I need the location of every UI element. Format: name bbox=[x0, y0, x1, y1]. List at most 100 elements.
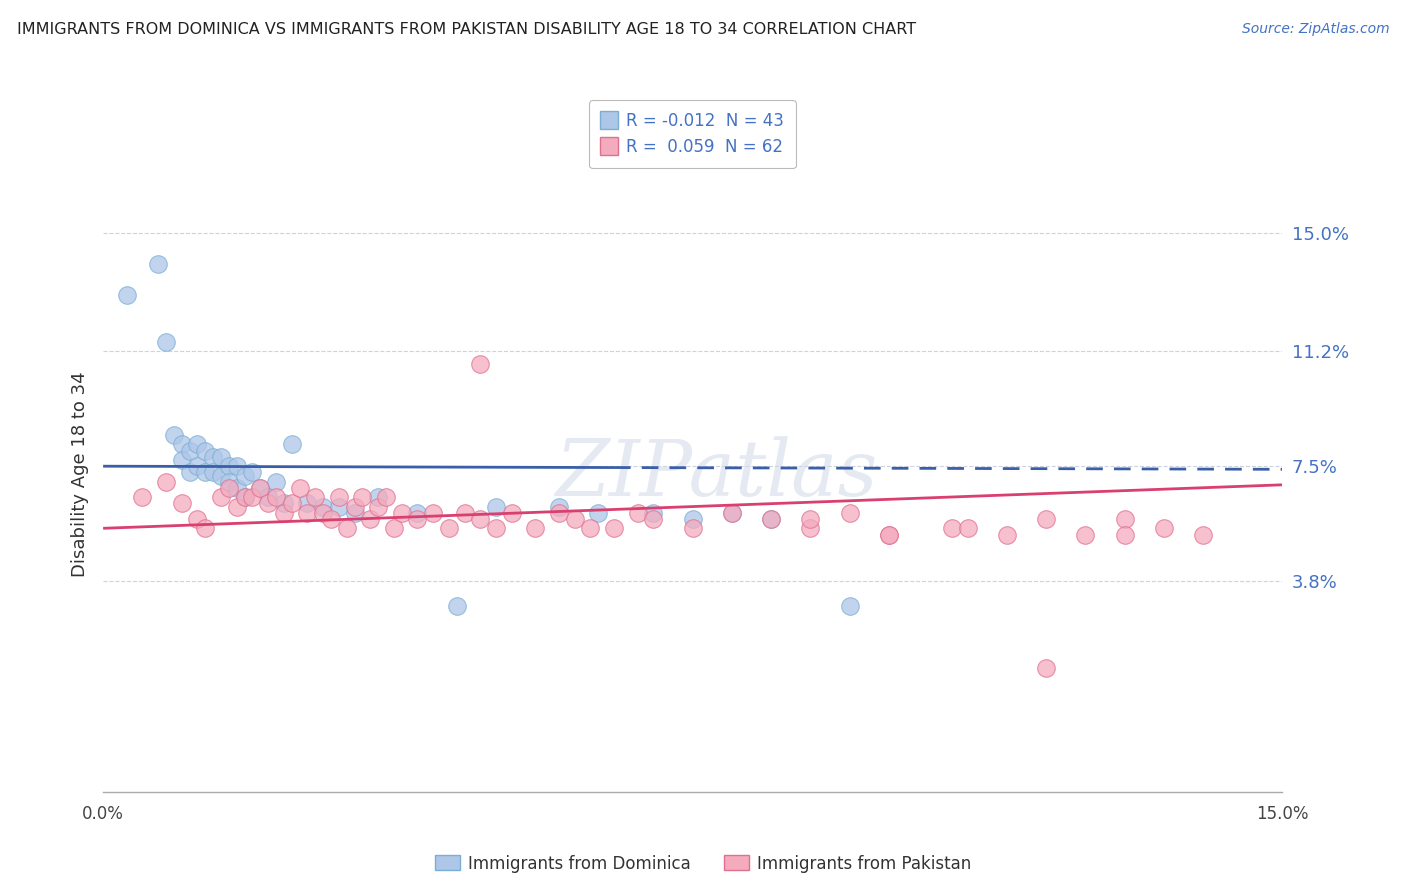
Point bbox=[1114, 527, 1136, 541]
Point bbox=[225, 481, 247, 495]
Point bbox=[799, 521, 821, 535]
Point bbox=[643, 506, 665, 520]
Point bbox=[288, 481, 311, 495]
Point bbox=[304, 490, 326, 504]
Point bbox=[838, 506, 860, 520]
Point bbox=[186, 437, 208, 451]
Point bbox=[155, 334, 177, 349]
Point bbox=[548, 506, 571, 520]
Point bbox=[218, 481, 240, 495]
Point bbox=[225, 500, 247, 514]
Point bbox=[470, 512, 492, 526]
Point bbox=[170, 453, 193, 467]
Y-axis label: Disability Age 18 to 34: Disability Age 18 to 34 bbox=[72, 371, 89, 577]
Text: ZIPatlas: ZIPatlas bbox=[555, 436, 877, 512]
Point bbox=[838, 599, 860, 613]
Point bbox=[367, 490, 389, 504]
Point bbox=[186, 459, 208, 474]
Point bbox=[579, 521, 602, 535]
Point bbox=[406, 512, 429, 526]
Point bbox=[146, 257, 169, 271]
Point bbox=[548, 500, 571, 514]
Point bbox=[194, 521, 217, 535]
Point bbox=[643, 512, 665, 526]
Point bbox=[319, 512, 342, 526]
Point bbox=[586, 506, 609, 520]
Text: Source: ZipAtlas.com: Source: ZipAtlas.com bbox=[1241, 22, 1389, 37]
Point bbox=[257, 496, 280, 510]
Point bbox=[453, 506, 475, 520]
Point bbox=[209, 450, 232, 464]
Point bbox=[375, 490, 398, 504]
Point bbox=[233, 468, 256, 483]
Point bbox=[406, 506, 429, 520]
Point bbox=[759, 512, 782, 526]
Point bbox=[1192, 527, 1215, 541]
Point bbox=[1074, 527, 1097, 541]
Point bbox=[759, 512, 782, 526]
Point bbox=[273, 496, 295, 510]
Point bbox=[242, 466, 264, 480]
Point bbox=[264, 490, 287, 504]
Point bbox=[218, 475, 240, 489]
Point bbox=[218, 459, 240, 474]
Point bbox=[336, 521, 359, 535]
Point bbox=[352, 490, 374, 504]
Point bbox=[995, 527, 1018, 541]
Point bbox=[956, 521, 979, 535]
Point bbox=[242, 490, 264, 504]
Point bbox=[170, 496, 193, 510]
Point bbox=[257, 490, 280, 504]
Point bbox=[382, 521, 405, 535]
Point bbox=[603, 521, 626, 535]
Point bbox=[485, 500, 508, 514]
Point bbox=[391, 506, 413, 520]
Point bbox=[1153, 521, 1175, 535]
Point bbox=[877, 527, 900, 541]
Point bbox=[501, 506, 523, 520]
Point bbox=[1035, 512, 1057, 526]
Point bbox=[470, 357, 492, 371]
Point bbox=[359, 512, 381, 526]
Point bbox=[312, 506, 335, 520]
Point bbox=[1035, 661, 1057, 675]
Point bbox=[297, 506, 319, 520]
Point bbox=[446, 599, 468, 613]
Point bbox=[328, 500, 350, 514]
Point bbox=[721, 506, 744, 520]
Point bbox=[194, 466, 217, 480]
Point bbox=[312, 500, 335, 514]
Point bbox=[163, 428, 186, 442]
Point bbox=[225, 459, 247, 474]
Point bbox=[209, 468, 232, 483]
Point bbox=[233, 490, 256, 504]
Point bbox=[249, 481, 271, 495]
Point bbox=[367, 500, 389, 514]
Point bbox=[186, 512, 208, 526]
Point bbox=[297, 496, 319, 510]
Point bbox=[1114, 512, 1136, 526]
Point bbox=[877, 527, 900, 541]
Point bbox=[485, 521, 508, 535]
Legend: R = -0.012  N = 43, R =  0.059  N = 62: R = -0.012 N = 43, R = 0.059 N = 62 bbox=[589, 100, 796, 168]
Point bbox=[280, 496, 302, 510]
Legend: Immigrants from Dominica, Immigrants from Pakistan: Immigrants from Dominica, Immigrants fro… bbox=[427, 848, 979, 880]
Point bbox=[170, 437, 193, 451]
Point bbox=[155, 475, 177, 489]
Point bbox=[437, 521, 460, 535]
Point bbox=[343, 500, 366, 514]
Point bbox=[941, 521, 963, 535]
Point bbox=[682, 521, 704, 535]
Point bbox=[328, 490, 350, 504]
Point bbox=[209, 490, 232, 504]
Point bbox=[721, 506, 744, 520]
Point bbox=[280, 437, 302, 451]
Point bbox=[524, 521, 547, 535]
Point bbox=[233, 490, 256, 504]
Point bbox=[115, 288, 138, 302]
Point bbox=[564, 512, 586, 526]
Point bbox=[799, 512, 821, 526]
Point bbox=[343, 506, 366, 520]
Point bbox=[264, 475, 287, 489]
Point bbox=[249, 481, 271, 495]
